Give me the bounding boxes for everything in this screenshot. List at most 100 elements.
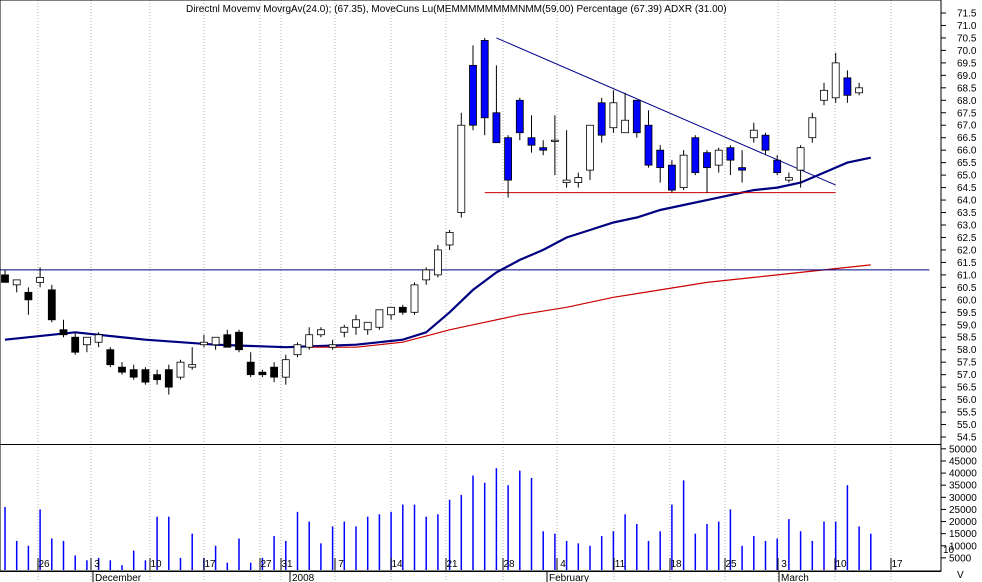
month-label: March [781, 573, 809, 582]
candle-down [644, 124, 653, 166]
price-tick-label: 66.5 [957, 133, 977, 144]
price-tick-label: 58.0 [957, 345, 977, 356]
candle-up [621, 119, 629, 134]
price-tick-label: 60.5 [957, 283, 977, 294]
volume-bars [4, 468, 872, 570]
volume-tick-label: 15000 [949, 529, 977, 540]
candle-down [480, 40, 489, 119]
candle-up [831, 62, 840, 99]
candle-up [363, 321, 372, 331]
price-tick-label: 69.5 [957, 58, 977, 69]
price-tick-label: 59.5 [957, 308, 977, 319]
candle-down [398, 306, 407, 313]
day-label: 7 [338, 559, 344, 570]
candle-down [24, 291, 33, 301]
price-tick-label: 64.5 [957, 183, 977, 194]
price-tick-label: 56.0 [957, 395, 977, 406]
price-tick-label: 70.5 [957, 33, 977, 44]
candle-up [808, 117, 817, 139]
price-tick-label: 70.0 [957, 46, 977, 57]
candle-down [223, 334, 232, 348]
candle-down [141, 369, 150, 383]
candle-up [855, 87, 863, 94]
candle-up [211, 336, 220, 346]
volume-tick-label: 45000 [949, 456, 977, 467]
month-label: December [95, 573, 142, 582]
volume-unit-label: 10 [943, 545, 955, 556]
price-tick-label: 57.0 [957, 370, 977, 381]
price-tick-label: 68.5 [957, 83, 977, 94]
moving-average-long [309, 264, 871, 348]
candle-up [796, 147, 805, 171]
candle-down [773, 159, 782, 174]
price-tick-label: 65.5 [957, 158, 977, 169]
candle-up [281, 359, 290, 378]
day-label: 3 [94, 559, 100, 570]
candle-down [527, 137, 536, 146]
price-tick-label: 58.5 [957, 333, 977, 344]
candle-up [305, 334, 314, 348]
price-tick-label: 71.5 [957, 8, 977, 19]
candle-down [597, 102, 606, 136]
candle-down [106, 349, 115, 366]
volume-tick-label: 10000 [949, 541, 977, 552]
price-tick-label: 55.5 [957, 408, 977, 419]
price-tick-label: 66.0 [957, 146, 977, 157]
candle-down [118, 366, 126, 373]
candle-up [445, 232, 454, 246]
candle-down [843, 77, 852, 96]
candle-down [504, 137, 513, 181]
candle-down [726, 147, 735, 161]
candle-up [714, 149, 723, 166]
candle-down [632, 99, 641, 134]
candle-up [586, 124, 594, 171]
day-label: 4 [560, 559, 566, 570]
candle-up [83, 336, 91, 346]
candle-down [668, 164, 676, 191]
price-tick-label: 69.0 [957, 71, 977, 82]
price-tick-label: 61.0 [957, 270, 977, 281]
candle-down [492, 112, 501, 144]
candle-up [574, 177, 583, 183]
candle-down [703, 152, 711, 169]
candle-up [352, 319, 360, 328]
day-label: 21 [446, 559, 458, 570]
candle-down [258, 371, 267, 376]
day-label: 25 [725, 559, 737, 570]
grid [37, 0, 892, 580]
candle-up [679, 154, 688, 188]
day-label: 18 [670, 559, 682, 570]
day-label: 26 [38, 559, 50, 570]
month-label: 2008 [292, 573, 315, 582]
day-label: 14 [391, 559, 403, 570]
candle-up [199, 341, 208, 346]
day-label: 17 [204, 559, 216, 570]
candle-down [59, 329, 68, 336]
day-label: 10 [150, 559, 162, 570]
day-label: 3 [781, 559, 787, 570]
candle-up [188, 364, 197, 368]
candle-down [738, 167, 746, 171]
candle-up [293, 344, 302, 356]
day-label: 27 [260, 559, 272, 570]
price-tick-label: 64.0 [957, 196, 977, 207]
candle-up [609, 102, 618, 129]
candle-down [539, 147, 548, 151]
day-label: 28 [503, 559, 515, 570]
candle-down [469, 64, 477, 126]
right-marker: V [957, 570, 964, 581]
candle-down [246, 361, 255, 376]
volume-tick-label: 25000 [949, 505, 977, 516]
day-label: 17 [891, 559, 903, 570]
candle-down [47, 289, 56, 321]
price-tick-label: 56.5 [957, 383, 977, 394]
candle-up [375, 309, 384, 328]
chart-title: Directnl Movemv MovrgAv(24.0); (67.35), … [186, 4, 727, 15]
day-label: 10 [835, 559, 847, 570]
price-tick-label: 61.5 [957, 258, 977, 269]
day-label: 11 [615, 559, 626, 570]
price-tick-label: 57.5 [957, 358, 977, 369]
